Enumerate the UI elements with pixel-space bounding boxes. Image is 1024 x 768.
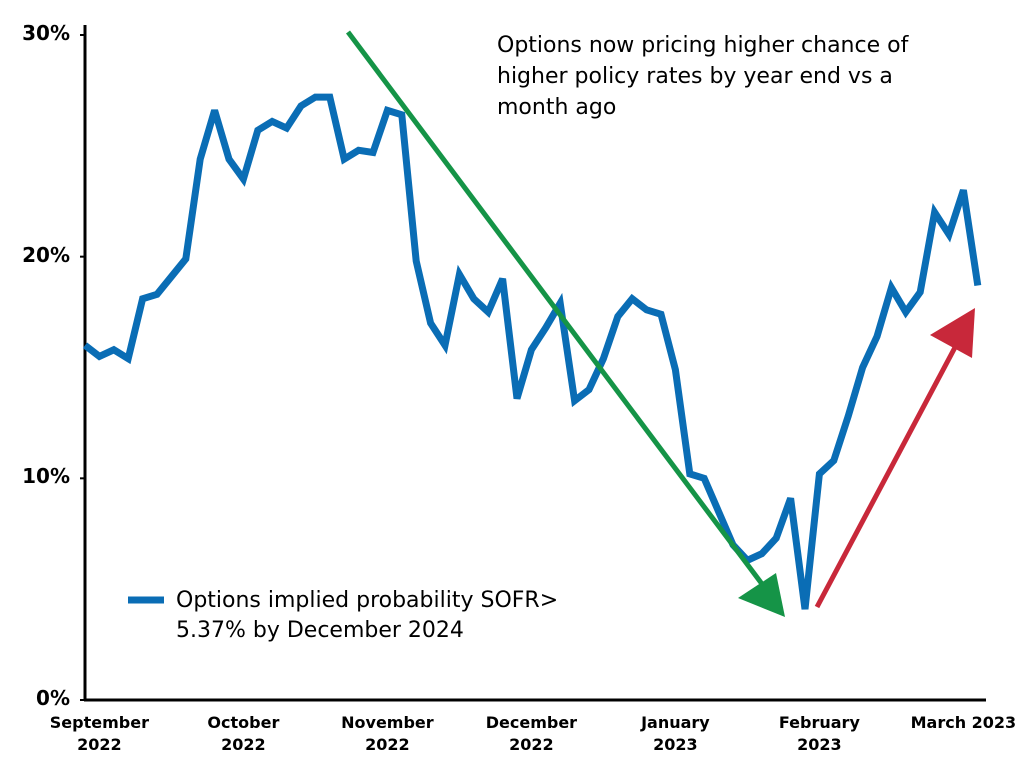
x-tick-label: February 2023 <box>778 713 860 754</box>
legend-label: Options implied probability SOFR> 5.37% … <box>176 588 559 643</box>
y-tick-label: 10% <box>22 464 70 489</box>
y-tick-label: 20% <box>22 242 70 267</box>
x-tick-label: December 2022 <box>485 713 578 754</box>
arrowhead <box>738 573 785 617</box>
x-tick-label: March 2023 <box>910 713 1017 732</box>
x-tick-label: October 2022 <box>207 713 280 754</box>
trend-arrow-up <box>814 336 963 609</box>
y-tick-label: 30% <box>22 21 70 45</box>
trend-arrow-down <box>346 30 767 590</box>
y-tick-label: 0% <box>36 686 70 710</box>
data-line <box>82 93 982 610</box>
annotation: Options now pricing higher chance of hig… <box>497 33 909 120</box>
x-tick-label: September 2022 <box>49 713 149 754</box>
x-tick-label: January 2023 <box>641 713 710 754</box>
x-tick-label: November 2022 <box>341 713 434 754</box>
arrowhead <box>930 308 975 358</box>
